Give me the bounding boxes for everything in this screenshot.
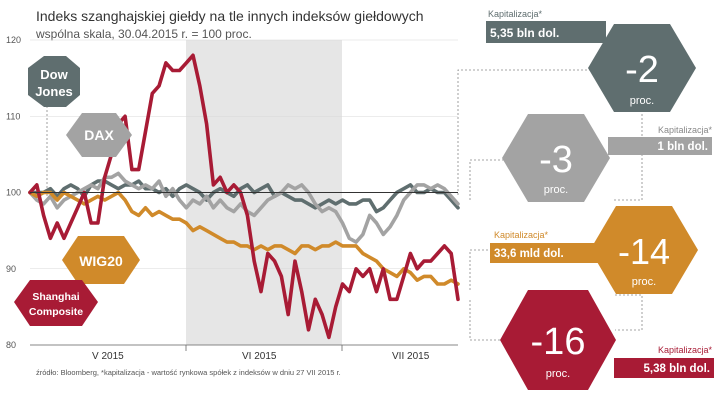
leader-sh-callout (469, 300, 508, 341)
y-tick-label: 80 (6, 340, 16, 350)
chart-title: Indeks szanghajskiej giełdy na tle innyc… (36, 8, 424, 24)
callout-wig-cap-value: 33,6 mld dol. (494, 248, 564, 260)
callout-dow-hex (588, 24, 696, 112)
callout-sh-cap-box (614, 358, 714, 378)
callout-wig-hex (590, 206, 698, 294)
callout-dow-change: -2 (625, 49, 659, 91)
label-dow-line1: Dow (40, 67, 68, 82)
y-tick-label: 90 (6, 264, 16, 274)
callout-dow-cap-label: Kapitalizacja* (488, 9, 543, 19)
label-shanghai-hex (14, 280, 98, 326)
callout-dax-unit: proc. (544, 184, 568, 196)
leader-sh-bracket (615, 294, 643, 331)
label-shanghai-line2: Composite (29, 306, 83, 318)
series-group (28, 53, 460, 340)
label-shanghai-line1: Shanghai (32, 291, 79, 303)
callout-dow-cap-box (486, 21, 606, 43)
callout-sh-change: -16 (531, 321, 586, 363)
callout-sh-unit: proc. (546, 368, 570, 380)
chart-subtitle: wspólna skala, 30.04.2015 r. = 100 proc. (36, 27, 252, 41)
callout-dow-cap-value: 5,35 bln dol. (490, 26, 559, 40)
callout-sh-hex (500, 290, 616, 390)
label-dow-jones: Dow Jones (28, 56, 80, 107)
callout-wig-cap-box (490, 243, 602, 263)
label-dow-line2: Jones (35, 84, 73, 99)
leader-dax-callout (469, 159, 505, 200)
y-tick-label: 100 (6, 188, 21, 198)
source-note: źródło: Bloomberg, *kapitalizacja - wart… (36, 368, 341, 377)
callout-wig-change: -14 (618, 231, 670, 272)
label-dax: DAX (66, 113, 132, 157)
callout-sh-cap-value: 5,38 bln dol. (644, 363, 710, 375)
callout-dax: -3 proc. Kapitalizacja* 1 bln dol. (502, 114, 712, 202)
callout-dax-cap-value: 1 bln dol. (658, 141, 708, 153)
series-line-shanghai-composite (28, 53, 460, 340)
callout-wig-unit: proc. (632, 276, 656, 288)
label-dax-text: DAX (84, 127, 114, 143)
callout-dax-change: -3 (539, 139, 573, 181)
label-wig20: WIG20 (62, 236, 140, 284)
callout-dax-hex (502, 114, 610, 202)
leader-to-callouts (457, 69, 590, 195)
callout-dow-jones: Kapitalizacja* 5,35 bln dol. -2 proc. (486, 9, 696, 112)
callout-wig-cap-label: Kapitalizacja* (494, 230, 549, 240)
label-shanghai: Shanghai Composite (14, 280, 98, 326)
x-tick-label-vii: VII 2015 (392, 351, 430, 362)
label-dax-hex (66, 113, 132, 157)
callout-shanghai: -16 proc. Kapitalizacja* 5,38 bln dol. (500, 290, 714, 390)
x-tick-label-vi: VI 2015 (242, 351, 277, 362)
label-wig20-hex (62, 236, 140, 284)
label-wig20-text: WIG20 (79, 253, 123, 269)
x-tick-label-v: V 2015 (92, 351, 124, 362)
callout-dax-cap-label: Kapitalizacja* (658, 125, 713, 135)
callout-dax-cap-box (608, 137, 712, 155)
callout-wig20: Kapitalizacja* 33,6 mld dol. -14 proc. (490, 206, 698, 294)
y-tick-label: 120 (6, 35, 21, 45)
callout-sh-cap-label: Kapitalizacja* (658, 345, 713, 355)
y-tick-label: 110 (6, 111, 20, 121)
label-dow-jones-hex (28, 56, 80, 107)
callout-dow-unit: proc. (630, 95, 654, 107)
